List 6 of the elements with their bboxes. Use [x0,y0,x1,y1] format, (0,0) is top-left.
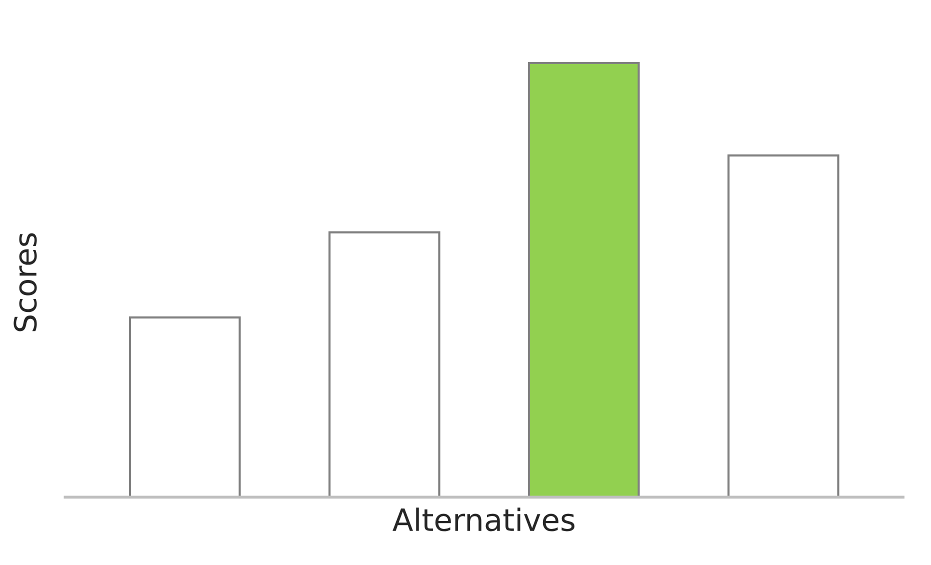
bar [727,154,840,498]
bar [128,316,241,498]
bar [528,62,640,498]
y-axis-title: Scores [14,233,37,332]
bar [328,231,440,498]
x-axis-title: Alternatives [392,508,574,532]
